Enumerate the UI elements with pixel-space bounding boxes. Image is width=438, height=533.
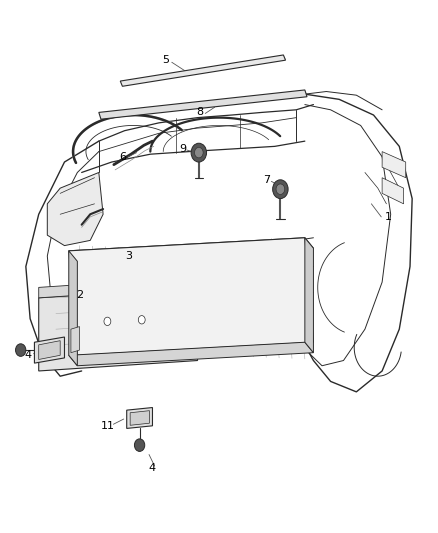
Circle shape [276, 184, 285, 195]
Text: 4: 4 [25, 350, 32, 360]
Text: 2: 2 [76, 290, 83, 300]
Circle shape [104, 317, 111, 326]
Polygon shape [382, 177, 403, 204]
Circle shape [272, 180, 288, 199]
Polygon shape [69, 238, 314, 261]
Polygon shape [69, 342, 314, 366]
Circle shape [15, 344, 26, 357]
Circle shape [191, 143, 207, 162]
Polygon shape [69, 238, 314, 356]
Text: 8: 8 [196, 108, 203, 117]
Text: 3: 3 [125, 251, 132, 261]
Polygon shape [69, 251, 78, 366]
Polygon shape [39, 277, 198, 298]
Polygon shape [130, 410, 149, 425]
Polygon shape [47, 173, 103, 246]
Circle shape [194, 148, 203, 158]
Polygon shape [305, 238, 314, 353]
Polygon shape [39, 341, 60, 359]
Polygon shape [39, 287, 198, 371]
Polygon shape [71, 327, 79, 353]
Text: 5: 5 [162, 55, 169, 65]
Text: 6: 6 [119, 152, 126, 162]
Polygon shape [120, 55, 286, 86]
Text: 4: 4 [149, 463, 156, 473]
Polygon shape [35, 337, 64, 363]
Text: 1: 1 [385, 212, 392, 222]
Text: 7: 7 [263, 175, 270, 185]
Text: 9: 9 [179, 144, 186, 154]
Polygon shape [382, 151, 406, 177]
Polygon shape [127, 408, 152, 429]
Circle shape [138, 316, 145, 324]
Polygon shape [99, 90, 307, 119]
Circle shape [134, 439, 145, 451]
Text: 11: 11 [100, 421, 114, 431]
